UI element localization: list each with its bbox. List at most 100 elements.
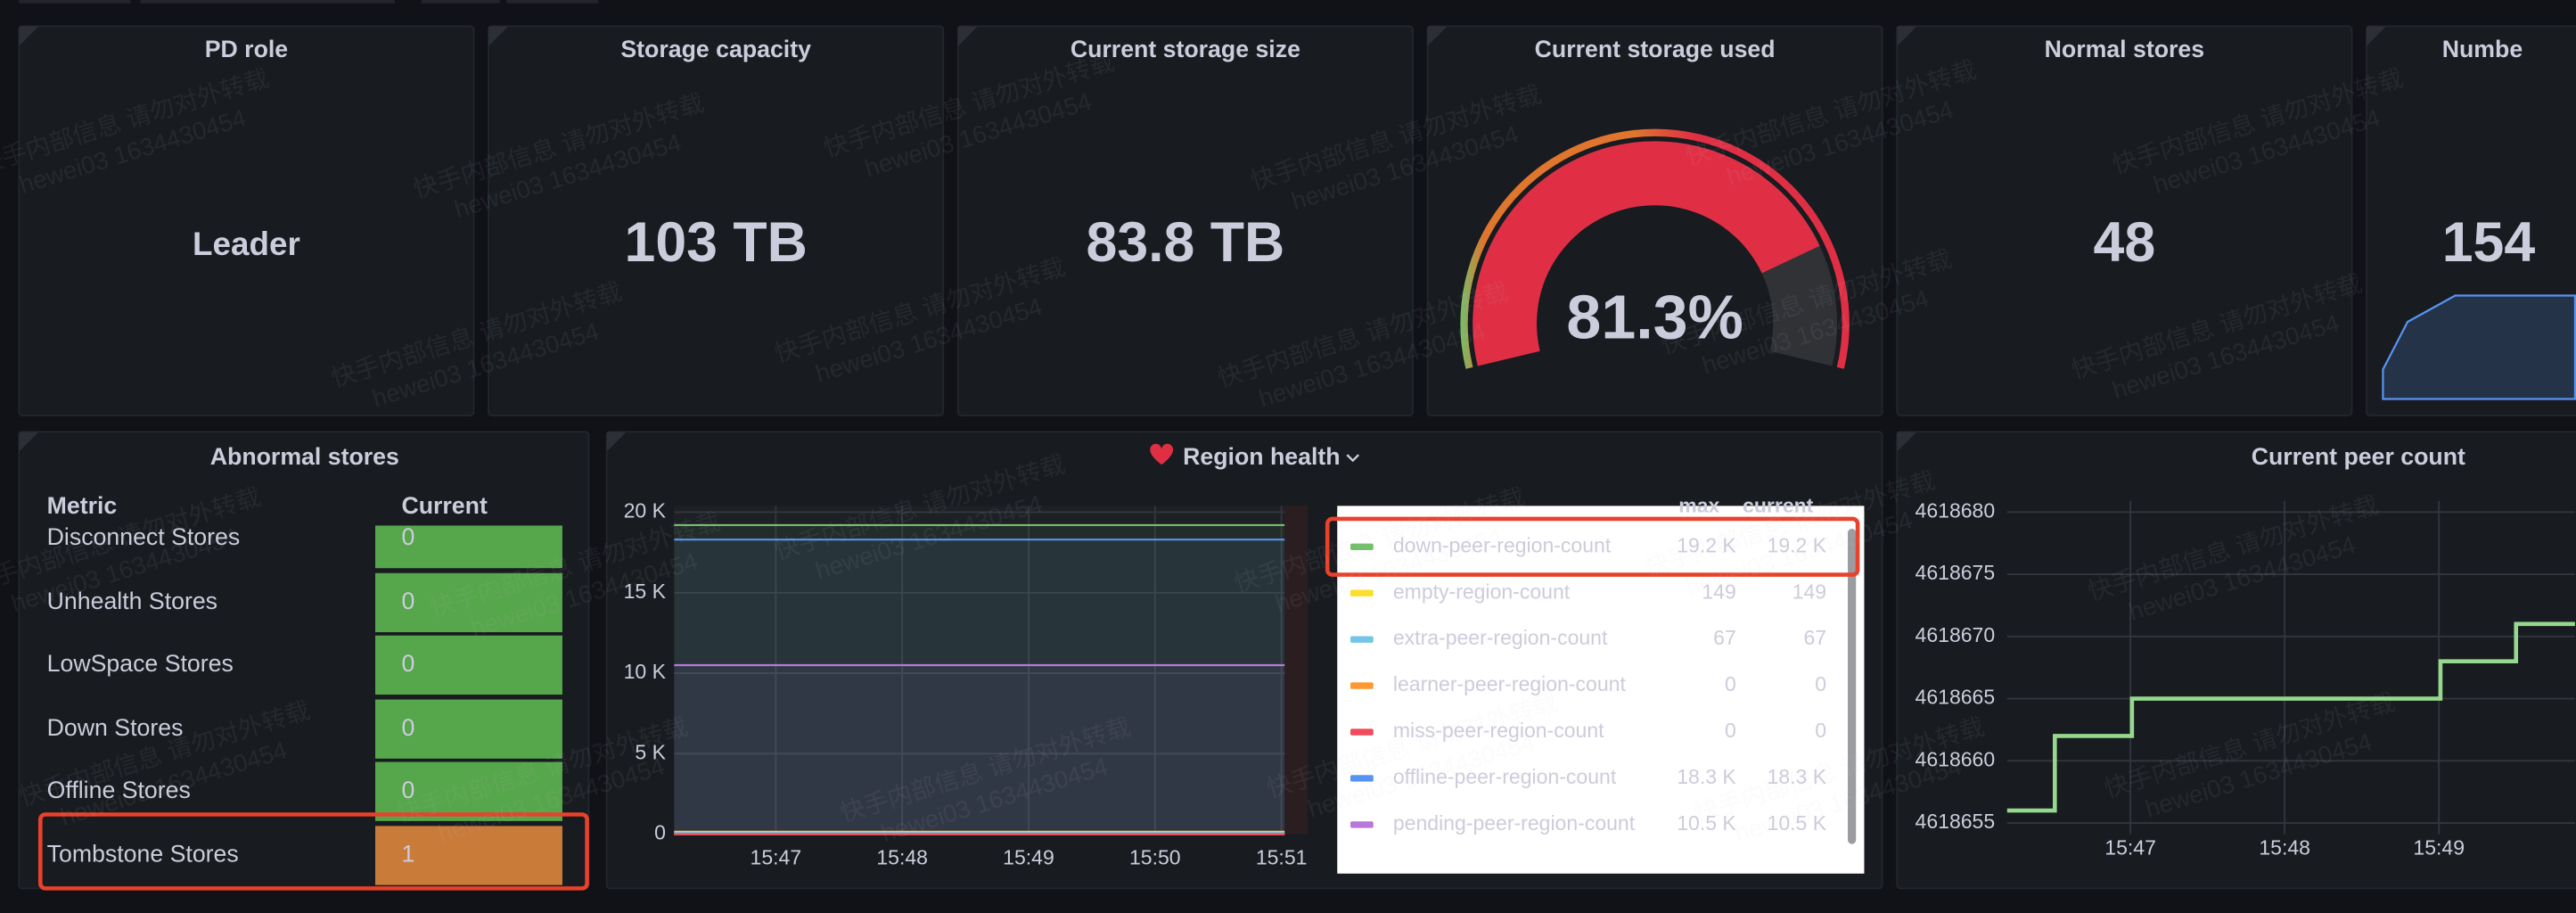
stat-value: 48 bbox=[2094, 211, 2156, 274]
toolbar-control[interactable] bbox=[421, 0, 500, 4]
value-cell bbox=[375, 761, 562, 821]
panel bbox=[488, 25, 945, 416]
legend-swatch[interactable] bbox=[1350, 682, 1374, 689]
y-tick-label: 4618665 bbox=[1916, 686, 1996, 709]
legend-name[interactable]: learner-peer-region-count bbox=[1393, 672, 1627, 695]
toolbar-control[interactable] bbox=[506, 0, 599, 4]
panel-title: Current storage used bbox=[1535, 36, 1776, 62]
gauge-value bbox=[1473, 141, 1820, 366]
legend-current: 0 bbox=[1815, 672, 1826, 695]
toolbar-control[interactable] bbox=[19, 0, 131, 4]
y-tick-label: 4618670 bbox=[1916, 623, 1996, 646]
legend-max: 18.3 K bbox=[1677, 765, 1736, 788]
metric-value: 0 bbox=[401, 588, 414, 614]
legend-swatch[interactable] bbox=[1350, 543, 1374, 550]
x-tick-label: 15:49 bbox=[1003, 845, 1054, 868]
legend-current: 10.5 K bbox=[1768, 811, 1827, 835]
legend-name[interactable]: empty-region-count bbox=[1393, 580, 1571, 603]
info-icon[interactable] bbox=[1427, 26, 1448, 46]
panel-title: Normal stores bbox=[2045, 36, 2204, 62]
legend-header-bg bbox=[1337, 486, 1865, 506]
info-icon[interactable] bbox=[19, 26, 39, 46]
table-body: Disconnect Stores 0 Unhealth Stores 0 LowSpa… bbox=[47, 523, 562, 885]
y-tick-label: 10 K bbox=[624, 660, 667, 683]
metric-name: Tombstone Stores bbox=[47, 841, 239, 868]
y-tick-label: 4618680 bbox=[1916, 498, 1996, 522]
metric-value: 0 bbox=[401, 523, 414, 550]
info-icon[interactable] bbox=[19, 432, 39, 452]
legend-max: 149 bbox=[1702, 580, 1735, 603]
x-tick-label: 15:50 bbox=[1129, 845, 1181, 868]
x-tick-label: 15:48 bbox=[2259, 835, 2310, 859]
legend-swatch[interactable] bbox=[1350, 728, 1374, 736]
legend-swatch[interactable] bbox=[1350, 775, 1374, 782]
panel bbox=[1896, 25, 2353, 416]
title-chevron[interactable] bbox=[1346, 454, 1360, 463]
series-area bbox=[674, 524, 1285, 835]
legend: down-peer-region-count 19.2 K 19.2 K empty-… bbox=[1350, 533, 1827, 835]
panel-title: Current storage size bbox=[1071, 36, 1300, 62]
column-header[interactable]: Metric bbox=[47, 492, 118, 519]
stat-value: 83.8 TB bbox=[1087, 211, 1285, 274]
metric-name: Down Stores bbox=[47, 714, 184, 741]
legend-name[interactable]: pending-peer-region-count bbox=[1393, 811, 1636, 835]
series-group bbox=[674, 523, 1285, 835]
plot-clip bbox=[2006, 500, 2575, 835]
value-cell bbox=[375, 826, 562, 885]
panel bbox=[1896, 431, 2576, 890]
legend-max: 0 bbox=[1725, 672, 1736, 695]
value-cell bbox=[375, 572, 562, 633]
legend-max: 19.2 K bbox=[1677, 533, 1736, 556]
highlight-box bbox=[37, 812, 589, 891]
legend-swatch[interactable] bbox=[1350, 821, 1374, 828]
metric-value: 0 bbox=[401, 650, 414, 677]
stat-value: 103 TB bbox=[624, 211, 807, 274]
legend-swatch[interactable] bbox=[1350, 589, 1374, 596]
metric-name: Offline Stores bbox=[47, 777, 191, 803]
metric-value: 0 bbox=[401, 714, 414, 741]
column-header[interactable]: Current bbox=[401, 492, 487, 519]
toolbar-control[interactable] bbox=[140, 0, 396, 4]
y-tick-label: 5 K bbox=[635, 740, 666, 763]
panel bbox=[956, 25, 1414, 416]
series-area bbox=[674, 539, 1285, 835]
legend-name[interactable]: down-peer-region-count bbox=[1393, 533, 1612, 556]
legend-bg bbox=[1337, 506, 1865, 874]
metric-name: LowSpace Stores bbox=[47, 650, 234, 677]
scrollbar[interactable] bbox=[1848, 529, 1857, 844]
legend-name[interactable]: extra-peer-region-count bbox=[1393, 626, 1608, 649]
x-tick-label: 15:51 bbox=[1256, 845, 1308, 868]
table-header-bg bbox=[21, 489, 587, 526]
panel-title: Storage capacity bbox=[620, 36, 811, 62]
panel bbox=[2366, 25, 2576, 416]
value-cell bbox=[375, 635, 562, 695]
legend-current: 67 bbox=[1803, 626, 1826, 649]
sparkline bbox=[2382, 294, 2576, 400]
panel-title: PD role bbox=[205, 36, 288, 62]
legend-name[interactable]: offline-peer-region-count bbox=[1393, 765, 1617, 788]
legend-current: 19.2 K bbox=[1768, 533, 1827, 556]
info-icon[interactable] bbox=[2367, 26, 2387, 46]
panel bbox=[18, 25, 475, 416]
legend-current: 0 bbox=[1815, 719, 1826, 742]
panel-title[interactable]: Region health bbox=[1183, 443, 1340, 470]
value-cell bbox=[375, 525, 562, 569]
title-icon bbox=[1150, 443, 1174, 465]
panel-title: Numbe bbox=[2442, 36, 2523, 62]
y-tick-label: 4618655 bbox=[1916, 810, 1996, 833]
legend-name[interactable]: miss-peer-region-count bbox=[1393, 719, 1604, 742]
y-tick-label: 4618675 bbox=[1916, 561, 1996, 584]
y-tick-label: 20 K bbox=[624, 499, 667, 522]
panel bbox=[1426, 25, 1883, 416]
time-region bbox=[1284, 506, 1309, 835]
y-tick-label: 15 K bbox=[624, 580, 667, 603]
metric-value: 0 bbox=[401, 777, 414, 803]
panel-title: Abnormal stores bbox=[210, 443, 399, 470]
x-tick-label: 15:49 bbox=[2413, 835, 2465, 859]
highlight-box bbox=[1325, 516, 1860, 577]
y-tick-label: 0 bbox=[654, 821, 666, 844]
x-tick-label: 15:48 bbox=[876, 845, 928, 868]
panel-title: Current peer count bbox=[2252, 443, 2465, 470]
legend-swatch[interactable] bbox=[1350, 636, 1374, 643]
